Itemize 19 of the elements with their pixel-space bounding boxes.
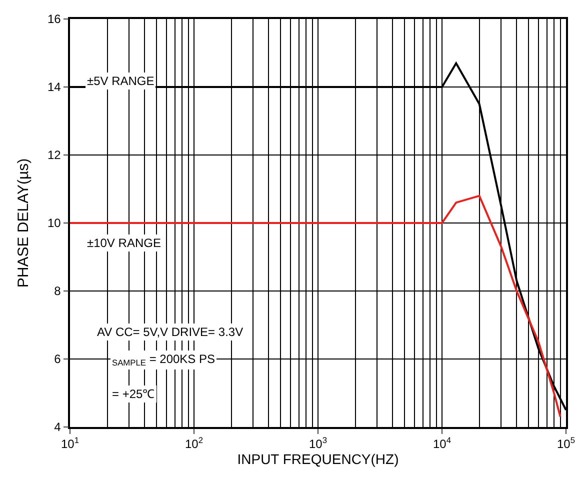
y-tick-label: 12 <box>47 148 62 162</box>
annotation: ±5V RANGE <box>87 74 154 88</box>
x-tick-label: 10$^{3}$ <box>308 435 328 452</box>
annotation: AV CC= 5V,V DRIVE= 3.3V <box>97 325 244 339</box>
x-tick-label: 10$^{2}$ <box>184 435 204 452</box>
x-tick-label: 10$^{5}$ <box>556 435 576 452</box>
y-axis-title: PHASE DELAY(µs) <box>15 158 32 288</box>
y-tick-label: 16 <box>47 12 62 26</box>
x-axis-title: INPUT FREQUENCY(HZ) <box>237 451 399 468</box>
y-tick-label: 8 <box>54 284 62 298</box>
x-tick-label: 10$^{4}$ <box>432 435 452 452</box>
y-tick-label: 6 <box>54 352 62 366</box>
annotation: = +25℃ <box>112 387 155 401</box>
y-tick-label: 4 <box>54 420 62 434</box>
annotation: $_{SAMPLE}$ = 200KS PS <box>112 352 216 368</box>
x-tick-label: 10$^{1}$ <box>60 435 80 452</box>
y-tick-label: 10 <box>47 216 62 230</box>
annotation: ±10V RANGE <box>87 236 161 250</box>
y-tick-label: 14 <box>47 80 62 94</box>
